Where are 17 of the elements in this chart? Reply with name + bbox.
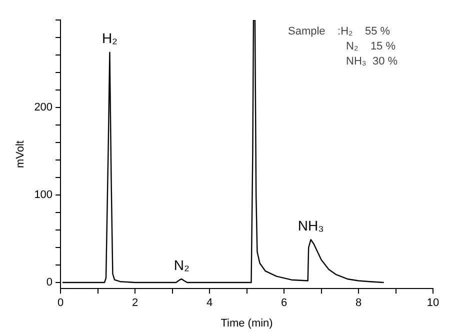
annotation: Sample :H₂ 55 % bbox=[288, 26, 390, 38]
annotation: NH₃ bbox=[298, 217, 324, 234]
x-tick-label: 0 bbox=[57, 297, 64, 310]
x-tick-label: 2 bbox=[132, 297, 138, 310]
annotation: N₂ 15 % bbox=[346, 40, 396, 53]
x-tick-label: 8 bbox=[355, 297, 362, 310]
y-tick-label: 200 bbox=[34, 102, 53, 114]
y-tick-label: 0 bbox=[46, 276, 53, 289]
annotation: H₂ bbox=[102, 30, 118, 46]
x-axis-title: Time (min) bbox=[220, 317, 273, 330]
y-tick-label: 100 bbox=[34, 189, 53, 202]
x-tick-label: 4 bbox=[206, 297, 213, 310]
annotation: NH₃ 30 % bbox=[346, 56, 398, 68]
y-axis-title: mVolt bbox=[14, 140, 27, 168]
x-tick-label: 10 bbox=[426, 297, 440, 310]
x-tick-label: 6 bbox=[280, 297, 288, 310]
annotation: N₂ bbox=[174, 256, 190, 273]
